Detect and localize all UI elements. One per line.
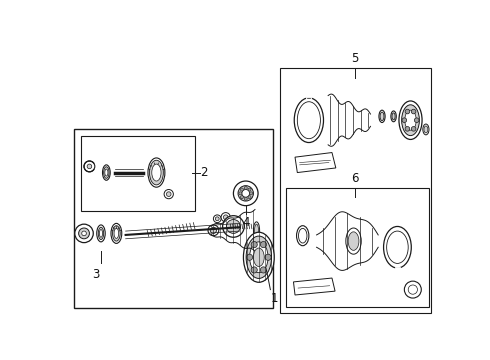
Circle shape (214, 215, 221, 222)
Ellipse shape (392, 113, 395, 120)
Bar (74, 130, 273, 308)
Circle shape (167, 192, 171, 197)
Circle shape (244, 197, 247, 200)
Ellipse shape (111, 223, 122, 243)
Circle shape (238, 186, 253, 201)
Ellipse shape (379, 110, 385, 122)
Circle shape (260, 267, 267, 273)
Ellipse shape (391, 111, 396, 122)
Circle shape (246, 254, 253, 260)
Ellipse shape (148, 158, 165, 187)
Circle shape (405, 109, 410, 114)
Circle shape (82, 231, 86, 236)
Text: 5: 5 (351, 52, 359, 65)
Circle shape (402, 118, 407, 122)
Ellipse shape (348, 232, 359, 250)
Text: 1: 1 (271, 292, 279, 305)
Ellipse shape (246, 236, 271, 278)
Circle shape (84, 161, 95, 172)
Circle shape (405, 127, 410, 131)
Circle shape (249, 192, 253, 195)
Ellipse shape (99, 230, 102, 237)
Ellipse shape (399, 101, 422, 139)
Ellipse shape (105, 169, 108, 176)
Ellipse shape (249, 242, 268, 273)
Polygon shape (294, 278, 335, 295)
Ellipse shape (253, 248, 264, 266)
Circle shape (248, 244, 259, 255)
Ellipse shape (244, 232, 274, 282)
Polygon shape (295, 153, 336, 172)
Bar (286, 188, 429, 307)
Circle shape (248, 195, 251, 199)
Text: 6: 6 (351, 172, 359, 185)
Ellipse shape (294, 98, 323, 143)
Ellipse shape (384, 226, 411, 268)
Circle shape (75, 224, 93, 243)
Ellipse shape (423, 124, 429, 135)
Circle shape (215, 217, 219, 221)
Ellipse shape (253, 222, 260, 239)
Circle shape (208, 225, 219, 236)
Circle shape (239, 192, 242, 195)
Ellipse shape (97, 225, 105, 242)
Circle shape (404, 281, 421, 298)
Ellipse shape (98, 227, 104, 239)
Bar (280, 68, 431, 313)
Circle shape (415, 118, 419, 122)
Ellipse shape (149, 160, 163, 185)
Ellipse shape (114, 228, 119, 238)
Circle shape (411, 127, 416, 131)
Ellipse shape (405, 110, 416, 130)
Circle shape (223, 215, 228, 220)
Circle shape (241, 188, 244, 191)
Ellipse shape (402, 105, 419, 136)
Circle shape (251, 242, 257, 248)
Circle shape (210, 227, 217, 233)
Circle shape (244, 186, 247, 189)
Circle shape (164, 189, 173, 199)
Circle shape (78, 228, 89, 239)
Circle shape (241, 195, 244, 199)
Ellipse shape (152, 164, 161, 181)
Circle shape (87, 164, 92, 169)
Circle shape (265, 254, 271, 260)
Circle shape (233, 181, 258, 206)
Ellipse shape (424, 126, 428, 133)
Circle shape (411, 109, 416, 114)
Ellipse shape (255, 224, 258, 237)
Ellipse shape (104, 167, 109, 178)
Text: 4: 4 (242, 216, 249, 229)
Circle shape (260, 242, 267, 248)
Text: 3: 3 (93, 268, 100, 281)
Circle shape (248, 188, 251, 191)
Circle shape (222, 216, 244, 237)
Circle shape (221, 213, 230, 222)
Ellipse shape (113, 226, 120, 241)
Ellipse shape (296, 226, 309, 246)
Ellipse shape (380, 112, 384, 121)
Circle shape (226, 220, 240, 233)
Bar (81, 136, 195, 211)
Ellipse shape (102, 165, 110, 180)
Text: 2: 2 (200, 166, 208, 179)
Ellipse shape (346, 228, 361, 254)
Circle shape (242, 189, 249, 197)
Circle shape (251, 247, 256, 252)
Circle shape (251, 267, 257, 273)
